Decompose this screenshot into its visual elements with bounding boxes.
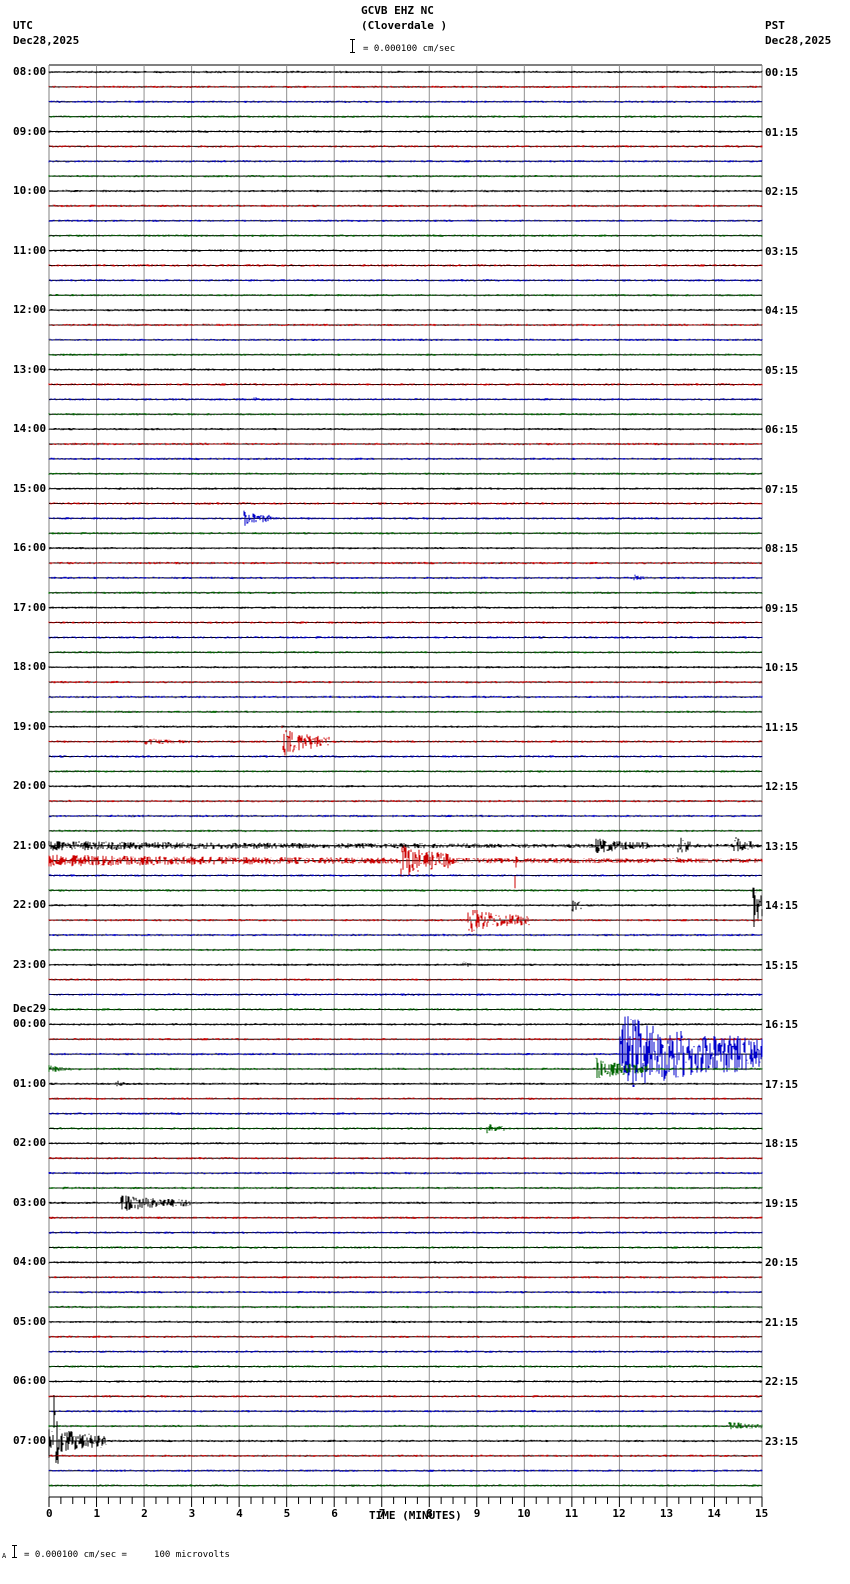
left-time-label: 17:00 [13,600,47,614]
left-time-label: 09:00 [13,124,47,138]
right-time-label: 13:15 [765,839,799,853]
right-time-label: 09:15 [765,601,799,615]
right-time-label: 03:15 [765,244,799,258]
left-time-label: 14:00 [13,422,47,436]
left-time-label: 23:00 [13,957,47,971]
left-time-label: 11:00 [13,243,47,257]
right-time-label: 19:15 [765,1196,799,1210]
right-time-label: 21:15 [765,1315,799,1329]
x-tick-label: 13 [659,1507,674,1520]
right-time-label: 15:15 [765,958,799,972]
x-tick-label: 14 [707,1507,721,1520]
station-location: (Cloverdale ) [361,19,448,32]
x-tick-label: 12 [612,1507,626,1520]
left-date-label: Dec29 [13,1002,47,1016]
left-time-label: 13:00 [13,362,47,376]
left-time-label: 05:00 [13,1314,47,1328]
scale-text: = 0.000100 cm/sec [363,44,456,54]
left-time-label: 18:00 [13,660,47,674]
left-time-label: 12:00 [13,303,47,317]
scale-bar-icon [350,39,355,53]
x-tick-label: 6 [331,1507,338,1520]
right-time-label: 16:15 [765,1018,799,1032]
x-tick-label: 15 [755,1507,769,1520]
left-time-label: 08:00 [13,65,47,78]
x-tick-label: 7 [378,1507,386,1520]
footer-scale-bar-icon [12,1545,17,1558]
x-tick-label: 8 [426,1507,433,1520]
x-tick-label: 1 [93,1507,101,1520]
right-time-label: 12:15 [765,780,799,794]
right-time-label: 18:15 [765,1137,799,1151]
left-time-label: 06:00 [13,1374,47,1388]
right-time-label: 11:15 [765,720,799,734]
left-time-label: 16:00 [13,541,47,555]
left-timezone: UTC [13,19,33,32]
right-time-label: 04:15 [765,304,799,318]
x-tick-label: 2 [141,1507,148,1520]
left-time-label: 01:00 [13,1076,47,1090]
left-time-label: 03:00 [13,1195,47,1209]
right-time-label: 08:15 [765,542,799,556]
left-time-label: 00:00 [13,1017,47,1031]
x-tick-label: 9 [473,1507,481,1520]
right-timezone: PST [765,19,785,32]
right-time-label: 14:15 [765,899,799,913]
right-time-label: 05:15 [765,363,799,377]
right-time-label: 17:15 [765,1077,799,1091]
left-time-label: 20:00 [13,779,47,793]
right-time-label: 10:15 [765,661,799,675]
x-tick-label: 4 [236,1507,243,1520]
right-time-label: 20:15 [765,1256,799,1270]
x-axis-title: TIME (MINUTES) [369,1509,462,1522]
right-time-label: 07:15 [765,482,799,496]
x-tick-label: 11 [564,1507,579,1520]
footer-prefix: A [2,1552,7,1560]
station-title: GCVB EHZ NC [361,4,434,17]
right-date: Dec28,2025 [765,34,832,47]
x-tick-label: 10 [517,1507,531,1520]
left-time-label: 04:00 [13,1255,47,1269]
x-tick-label: 0 [46,1507,53,1520]
right-time-label: 22:15 [765,1375,799,1389]
seismogram-plot [48,64,763,1507]
left-time-label: 07:00 [13,1433,47,1447]
left-date: Dec28,2025 [13,34,80,47]
right-time-label: 02:15 [765,185,799,199]
x-tick-label: 3 [188,1507,196,1520]
left-time-label: 19:00 [13,719,47,733]
x-tick-label: 5 [283,1507,291,1520]
left-time-label: 10:00 [13,184,47,198]
left-time-label: 22:00 [13,898,47,912]
left-time-label: 02:00 [13,1136,47,1150]
footer-scale-text: = 0.000100 cm/sec = 100 microvolts [24,1550,230,1560]
right-time-label: 06:15 [765,423,799,437]
right-time-label: 00:15 [765,66,799,79]
right-time-label: 23:15 [765,1434,799,1448]
left-time-label: 15:00 [13,481,47,495]
left-time-label: 21:00 [13,838,47,852]
right-time-label: 01:15 [765,125,799,139]
